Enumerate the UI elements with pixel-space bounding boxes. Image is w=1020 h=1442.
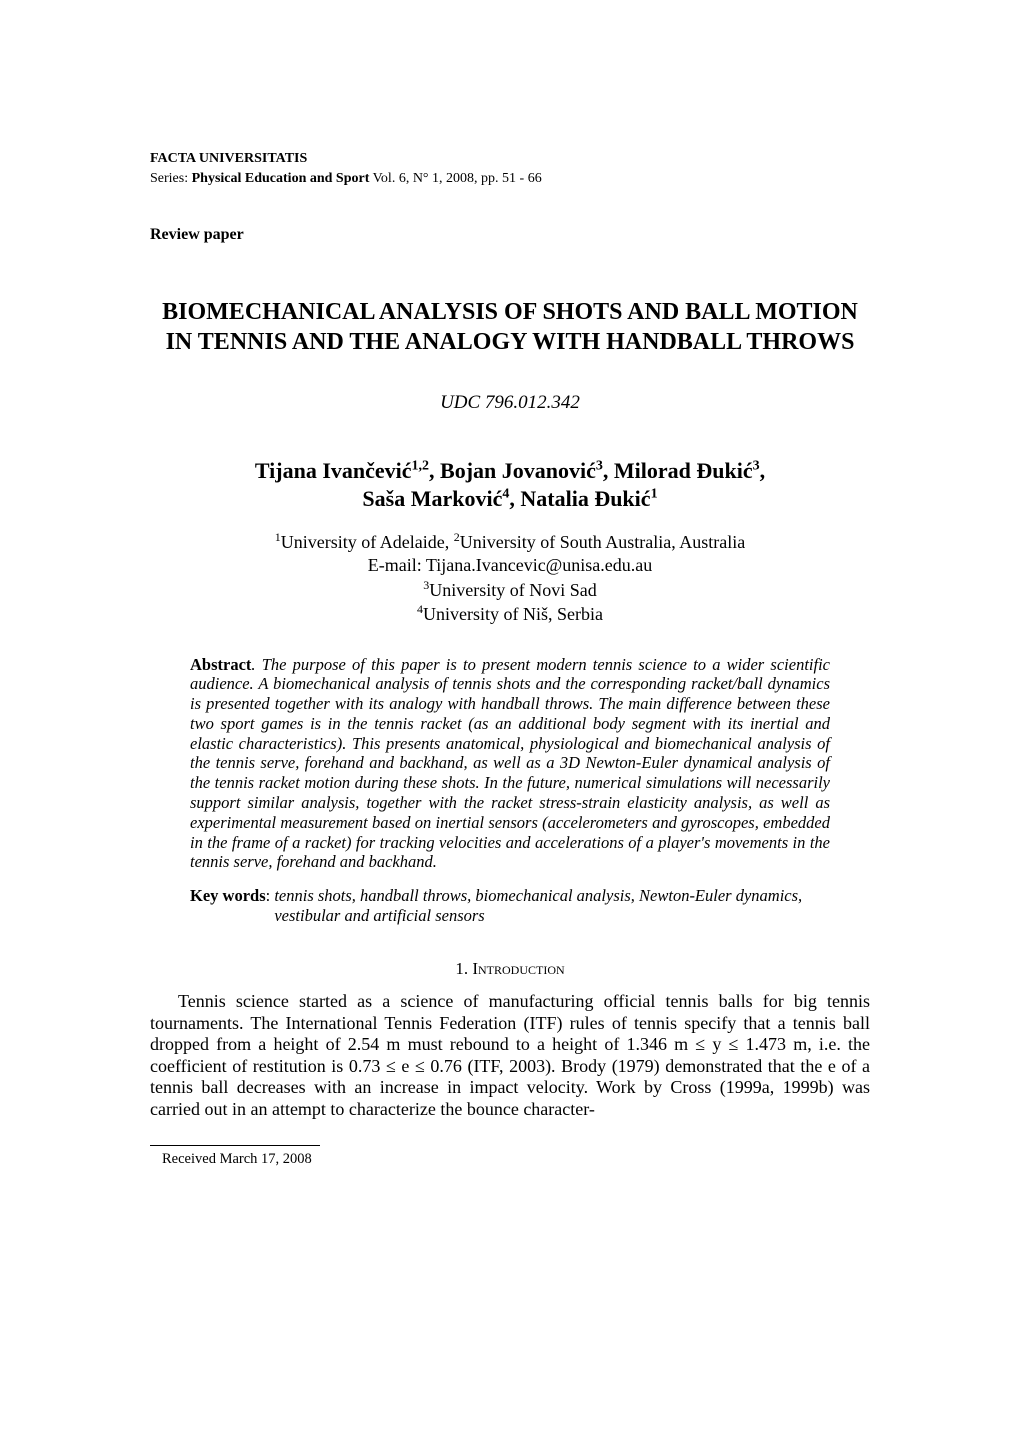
- title-block: BIOMECHANICAL ANALYSIS OF SHOTS AND BALL…: [150, 297, 870, 357]
- affiliations-block: 1University of Adelaide, 2University of …: [150, 530, 870, 627]
- abstract-text: The purpose of this paper is to present …: [190, 655, 830, 872]
- series-name: Physical Education and Sport: [192, 171, 370, 186]
- affil-4: University of Niš, Serbia: [423, 604, 603, 624]
- author-5-sup: 1: [651, 487, 658, 502]
- author-4: Saša Marković: [362, 486, 502, 511]
- paper-type: Review paper: [150, 225, 870, 245]
- title-line-1: BIOMECHANICAL ANALYSIS OF SHOTS AND BALL…: [150, 297, 870, 327]
- udc-code: UDC 796.012.342: [150, 391, 870, 415]
- author-sep-2: ,: [603, 458, 614, 483]
- affil-1a: University of Adelaide,: [281, 532, 454, 552]
- authors-block: Tijana Ivančević1,2, Bojan Jovanović3, M…: [150, 457, 870, 514]
- affil-email: E-mail: Tijana.Ivancevic@unisa.edu.au: [368, 555, 653, 575]
- author-2: Bojan Jovanović: [440, 458, 596, 483]
- series-prefix: Series:: [150, 171, 192, 186]
- author-sep-1: ,: [429, 458, 440, 483]
- author-sep-4: ,: [509, 486, 520, 511]
- author-3: Milorad Đukić: [614, 458, 753, 483]
- journal-name: FACTA UNIVERSITATIS: [150, 150, 870, 168]
- author-1-sup: 1,2: [412, 458, 430, 473]
- keywords-block: Key words: tennis shots, handball throws…: [190, 886, 830, 926]
- section-heading-1: 1. Introduction: [150, 958, 870, 979]
- page: FACTA UNIVERSITATIS Series: Physical Edu…: [0, 0, 1020, 1442]
- affil-1b: University of South Australia, Australia: [460, 532, 745, 552]
- series-suffix: Vol. 6, N° 1, 2008, pp. 51 - 66: [369, 171, 541, 186]
- abstract-block: Abstract. The purpose of this paper is t…: [190, 655, 830, 873]
- author-1: Tijana Ivančević: [255, 458, 412, 483]
- keywords-text: tennis shots, handball throws, biomechan…: [274, 886, 804, 926]
- footnote-received: Received March 17, 2008: [150, 1150, 870, 1168]
- title-line-2: IN TENNIS AND THE ANALOGY WITH HANDBALL …: [150, 327, 870, 357]
- keywords-label: Key words: [190, 886, 266, 905]
- abstract-label: Abstract: [190, 655, 251, 674]
- author-3-sup: 3: [753, 458, 760, 473]
- author-2-sup: 3: [596, 458, 603, 473]
- author-sep-3: ,: [760, 458, 766, 483]
- author-5: Natalia Đukić: [520, 486, 650, 511]
- intro-paragraph: Tennis science started as a science of m…: [150, 991, 870, 1121]
- footnote-rule: [150, 1145, 320, 1146]
- series-line: Series: Physical Education and Sport Vol…: [150, 170, 870, 188]
- affil-3: University of Novi Sad: [429, 580, 596, 600]
- abstract-dot: .: [251, 655, 261, 674]
- keywords-colon: :: [266, 886, 275, 905]
